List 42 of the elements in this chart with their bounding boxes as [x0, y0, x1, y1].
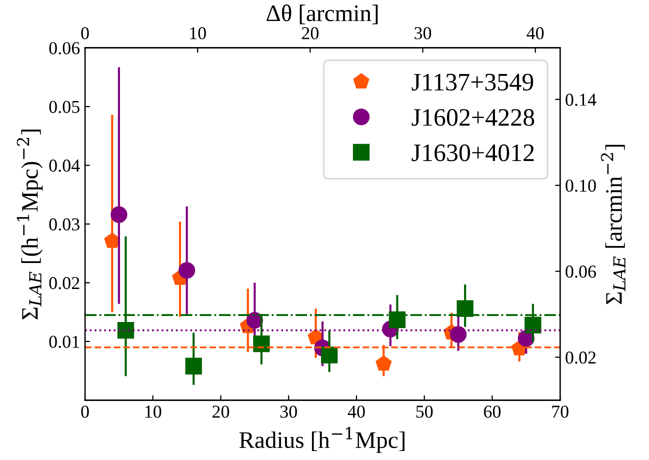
point [110, 206, 128, 223]
legend-label: J1602+4228 [412, 109, 534, 126]
legend-label: J1137+3549 [412, 74, 534, 91]
x-tick-label: 70 [552, 406, 568, 418]
x-tick-label: 30 [280, 406, 297, 418]
x-tick-label: 50 [416, 406, 433, 418]
y-tick-label: 0.06 [49, 42, 80, 54]
y2-tick-label: 0.02 [566, 351, 596, 364]
x2-tick-label: 40 [526, 27, 544, 40]
y-tick-label: 0.04 [49, 160, 80, 172]
x-tick-label: 10 [145, 406, 162, 418]
x-tick-label: 40 [348, 406, 365, 418]
legend-label: J1630+4012 [412, 144, 534, 162]
y-tick-label: 0.02 [49, 277, 80, 290]
point [253, 335, 270, 352]
point [450, 326, 467, 343]
point [321, 346, 338, 364]
point [456, 300, 474, 317]
x-tick-label: 0 [81, 406, 89, 418]
y-axis-title: Σ$_{LAE}$ [(h$^{−1}$Mpc)$^{−2}$] [16, 130, 43, 320]
x-axis-title: Radius [h$^{−1}$Mpc] [239, 426, 404, 453]
point [104, 232, 120, 248]
point [376, 355, 392, 371]
x-tick-label: 20 [212, 406, 230, 418]
x2-tick-label: 20 [302, 27, 319, 40]
x2-tick-label: 30 [414, 27, 432, 40]
point [117, 322, 134, 339]
y-tick-label: 0.05 [49, 100, 80, 114]
point [185, 358, 202, 374]
y2-axis-title: Σ$_{LAE}$ [arcmin$^{−2}$] [600, 144, 626, 304]
x2-tick-label: 10 [190, 27, 206, 40]
x-tick-label: 60 [484, 406, 501, 418]
y2-tick-label: 0.06 [566, 266, 596, 278]
point [178, 262, 196, 279]
y2-tick-label: 0.14 [566, 94, 596, 106]
y-tick-label: 0.01 [49, 336, 80, 348]
y-tick-label: 0.03 [49, 218, 80, 231]
point [524, 316, 542, 334]
point [388, 311, 406, 328]
x2-axis-title: Δθ [arcmin] [266, 4, 378, 24]
x2-tick-label: 0 [81, 27, 89, 40]
y2-tick-label: 0.10 [566, 180, 596, 192]
